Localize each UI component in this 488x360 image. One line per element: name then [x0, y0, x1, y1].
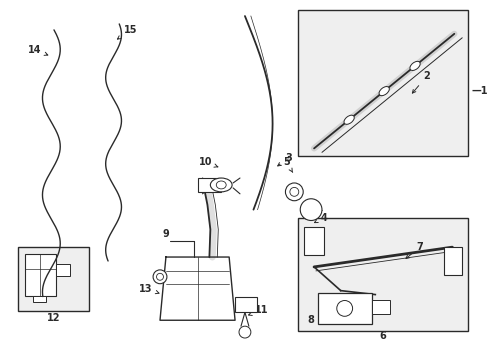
Text: 10: 10: [198, 157, 217, 167]
Bar: [18, 247, 89, 311]
Circle shape: [153, 270, 166, 284]
Bar: [33, 296, 46, 302]
Text: 3: 3: [277, 153, 291, 166]
Circle shape: [156, 273, 163, 280]
Bar: [317, 293, 371, 324]
Text: 13: 13: [139, 284, 159, 294]
Circle shape: [285, 183, 303, 201]
Bar: [298, 10, 467, 156]
Text: 12: 12: [46, 313, 60, 323]
Bar: [197, 178, 221, 192]
Circle shape: [300, 199, 321, 220]
Text: 15: 15: [117, 25, 137, 39]
Bar: [371, 301, 389, 314]
Text: 7: 7: [405, 242, 422, 258]
Polygon shape: [160, 257, 235, 320]
Bar: [24, 254, 56, 296]
Circle shape: [289, 188, 298, 196]
Bar: [298, 217, 467, 331]
Ellipse shape: [409, 61, 419, 71]
Circle shape: [239, 326, 250, 338]
Text: 4: 4: [314, 212, 326, 222]
Bar: [235, 297, 256, 312]
Text: 2: 2: [411, 71, 429, 93]
Ellipse shape: [378, 86, 388, 96]
Circle shape: [336, 301, 352, 316]
Ellipse shape: [343, 115, 353, 124]
Text: —1: —1: [470, 86, 487, 96]
Text: 5: 5: [283, 157, 292, 172]
Ellipse shape: [216, 181, 226, 189]
Text: 11: 11: [248, 305, 268, 315]
Text: 6: 6: [379, 331, 386, 341]
Text: 14: 14: [28, 45, 48, 55]
Bar: [304, 228, 323, 255]
Text: 8: 8: [307, 314, 326, 325]
Bar: [56, 264, 70, 276]
Bar: [444, 247, 461, 275]
Text: 9: 9: [162, 229, 169, 239]
Ellipse shape: [210, 178, 232, 192]
